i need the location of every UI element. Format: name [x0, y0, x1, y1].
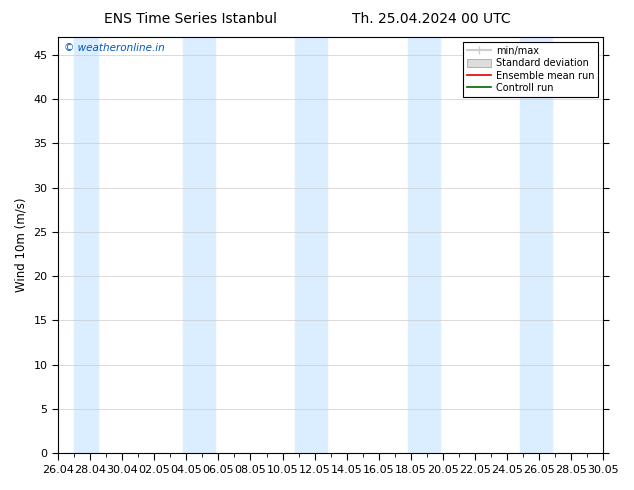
Bar — [408, 37, 439, 453]
Bar — [520, 37, 552, 453]
Text: ENS Time Series Istanbul: ENS Time Series Istanbul — [104, 12, 276, 26]
Bar — [74, 37, 98, 453]
Text: Th. 25.04.2024 00 UTC: Th. 25.04.2024 00 UTC — [352, 12, 510, 26]
Legend: min/max, Standard deviation, Ensemble mean run, Controll run: min/max, Standard deviation, Ensemble me… — [463, 42, 598, 97]
Bar — [183, 37, 215, 453]
Bar — [295, 37, 327, 453]
Y-axis label: Wind 10m (m/s): Wind 10m (m/s) — [15, 198, 28, 293]
Text: © weatheronline.in: © weatheronline.in — [63, 43, 164, 53]
